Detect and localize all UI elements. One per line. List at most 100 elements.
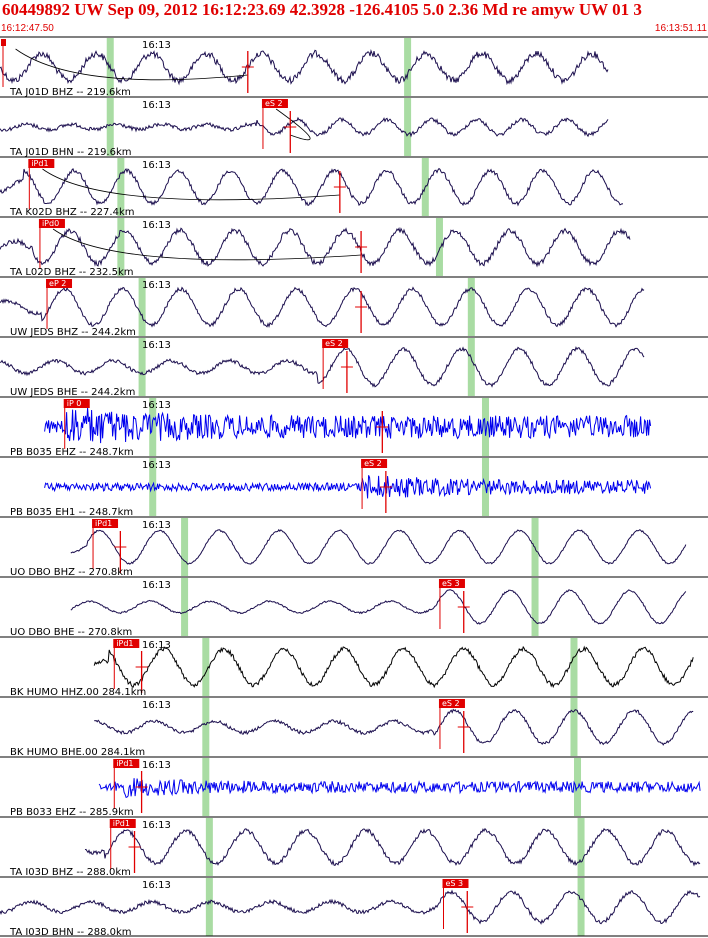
phase-window bbox=[117, 158, 125, 216]
time-tick-label: 16:13 bbox=[142, 280, 171, 291]
waveform-trace bbox=[94, 708, 694, 746]
phase-window bbox=[570, 638, 578, 696]
phase-window bbox=[106, 98, 114, 156]
station-channel-label: PB B035 EHZ -- 248.7km bbox=[10, 447, 134, 458]
phase-pick-flag[interactable] bbox=[1, 39, 6, 46]
phase-window bbox=[435, 218, 443, 276]
phase-pick-label: eS 2 bbox=[442, 699, 460, 708]
time-tick-label: 16:13 bbox=[142, 100, 171, 111]
waveform-trace bbox=[0, 226, 631, 268]
station-channel-label: TA J01D BHN -- 219.6km bbox=[9, 147, 132, 158]
phase-pick-label: iPd1 bbox=[116, 639, 133, 648]
phase-pick-flag[interactable] bbox=[261, 99, 288, 108]
phase-pick-flag[interactable] bbox=[322, 339, 349, 348]
waveform-trace bbox=[98, 778, 701, 799]
coda-fit-curve bbox=[52, 228, 362, 261]
time-tick-label: 16:13 bbox=[142, 580, 171, 591]
station-channel-label: TA L02D BHZ -- 232.5km bbox=[9, 267, 134, 278]
waveform-trace bbox=[44, 475, 652, 499]
phase-pick-flag[interactable] bbox=[28, 159, 55, 168]
time-tick-label: 16:13 bbox=[142, 400, 171, 411]
station-channel-label: UW JEDS BHZ -- 244.2km bbox=[10, 327, 136, 338]
waveform-trace bbox=[93, 645, 694, 689]
station-channel-label: BK HUMO HHZ.00 284.1km bbox=[10, 687, 146, 698]
phase-window bbox=[202, 698, 210, 756]
phase-window bbox=[404, 38, 412, 96]
time-tick-label: 16:13 bbox=[142, 340, 171, 351]
phase-pick-flag[interactable] bbox=[442, 879, 469, 888]
phase-window bbox=[577, 818, 585, 876]
coda-fit-curve bbox=[15, 48, 248, 81]
phase-pick-label: eS 2 bbox=[265, 99, 283, 108]
time-tick-label: 16:13 bbox=[142, 880, 171, 891]
event-header: 60449892 UW Sep 09, 2012 16:12:23.69 42.… bbox=[2, 0, 642, 19]
time-tick-label: 16:13 bbox=[142, 220, 171, 231]
waveform-trace bbox=[0, 346, 645, 388]
phase-window bbox=[149, 458, 157, 516]
phase-pick-label: iPd1 bbox=[113, 819, 130, 828]
station-channel-label: UO DBO BHE -- 270.8km bbox=[10, 627, 132, 638]
station-channel-label: TA I03D BHN -- 288.0km bbox=[9, 927, 132, 938]
phase-window bbox=[205, 878, 213, 936]
window-start-time: 16:12:47.50 bbox=[1, 23, 54, 34]
phase-window bbox=[570, 698, 578, 756]
phase-window bbox=[181, 518, 189, 576]
waveform-trace bbox=[0, 116, 609, 138]
time-tick-label: 16:13 bbox=[142, 700, 171, 711]
waveform-trace bbox=[70, 528, 687, 565]
phase-pick-label: eS 3 bbox=[442, 579, 460, 588]
phase-pick-label: eP 2 bbox=[49, 279, 66, 288]
phase-pick-flag[interactable] bbox=[38, 219, 65, 228]
phase-window bbox=[574, 758, 582, 816]
waveform-trace bbox=[0, 167, 624, 207]
station-channel-label: TA J01D BHZ -- 219.6km bbox=[9, 87, 131, 98]
station-channel-label: BK HUMO BHE.00 284.1km bbox=[10, 747, 145, 758]
phase-window bbox=[138, 278, 146, 336]
waveform-trace bbox=[0, 48, 609, 86]
phase-pick-flag[interactable] bbox=[438, 699, 465, 708]
station-channel-label: TA I03D BHZ -- 288.0km bbox=[9, 867, 131, 878]
phase-pick-label: iPd1 bbox=[31, 159, 48, 168]
time-tick-label: 16:13 bbox=[142, 160, 171, 171]
phase-pick-flag[interactable] bbox=[113, 639, 140, 648]
phase-pick-flag[interactable] bbox=[92, 519, 119, 528]
phase-pick-label: eS 2 bbox=[325, 339, 343, 348]
window-end-time: 16:13:51.11 bbox=[654, 23, 707, 34]
phase-pick-flag[interactable] bbox=[361, 459, 388, 468]
time-tick-label: 16:13 bbox=[142, 520, 171, 531]
station-channel-label: UW JEDS BHE -- 244.2km bbox=[10, 387, 135, 398]
phase-window bbox=[531, 578, 539, 636]
phase-window bbox=[467, 338, 475, 396]
phase-window bbox=[577, 878, 585, 936]
station-channel-label: PB B033 EHZ -- 285.9km bbox=[10, 807, 134, 818]
phase-pick-label: eS 3 bbox=[446, 879, 464, 888]
waveform-trace bbox=[70, 589, 687, 625]
phase-pick-flag[interactable] bbox=[63, 399, 90, 408]
phase-pick-label: eS 2 bbox=[364, 459, 382, 468]
phase-window bbox=[138, 338, 146, 396]
time-tick-label: 16:13 bbox=[142, 820, 171, 831]
phase-pick-flag[interactable] bbox=[46, 279, 73, 288]
time-tick-label: 16:13 bbox=[142, 460, 171, 471]
phase-pick-label: iPd1 bbox=[95, 519, 112, 528]
time-tick-label: 16:13 bbox=[142, 640, 171, 651]
phase-window bbox=[404, 98, 412, 156]
phase-pick-flag[interactable] bbox=[438, 579, 465, 588]
waveform-trace bbox=[44, 407, 652, 444]
phase-pick-label: iPd1 bbox=[116, 759, 133, 768]
waveform-trace bbox=[0, 889, 701, 925]
phase-pick-flag[interactable] bbox=[109, 819, 136, 828]
phase-window bbox=[467, 278, 475, 336]
phase-pick-flag[interactable] bbox=[113, 759, 140, 768]
station-channel-label: TA K02D BHZ -- 227.4km bbox=[9, 207, 134, 218]
time-tick-label: 16:13 bbox=[142, 760, 171, 771]
station-channel-label: UO DBO BHZ -- 270.8km bbox=[10, 567, 133, 578]
phase-pick-label: iPd0 bbox=[42, 219, 59, 228]
coda-fit-curve bbox=[42, 168, 340, 201]
phase-window bbox=[149, 398, 157, 456]
station-channel-label: PB B035 EH1 -- 248.7km bbox=[10, 507, 133, 518]
coda-fit-curve bbox=[275, 108, 311, 141]
waveform-trace bbox=[0, 286, 645, 328]
